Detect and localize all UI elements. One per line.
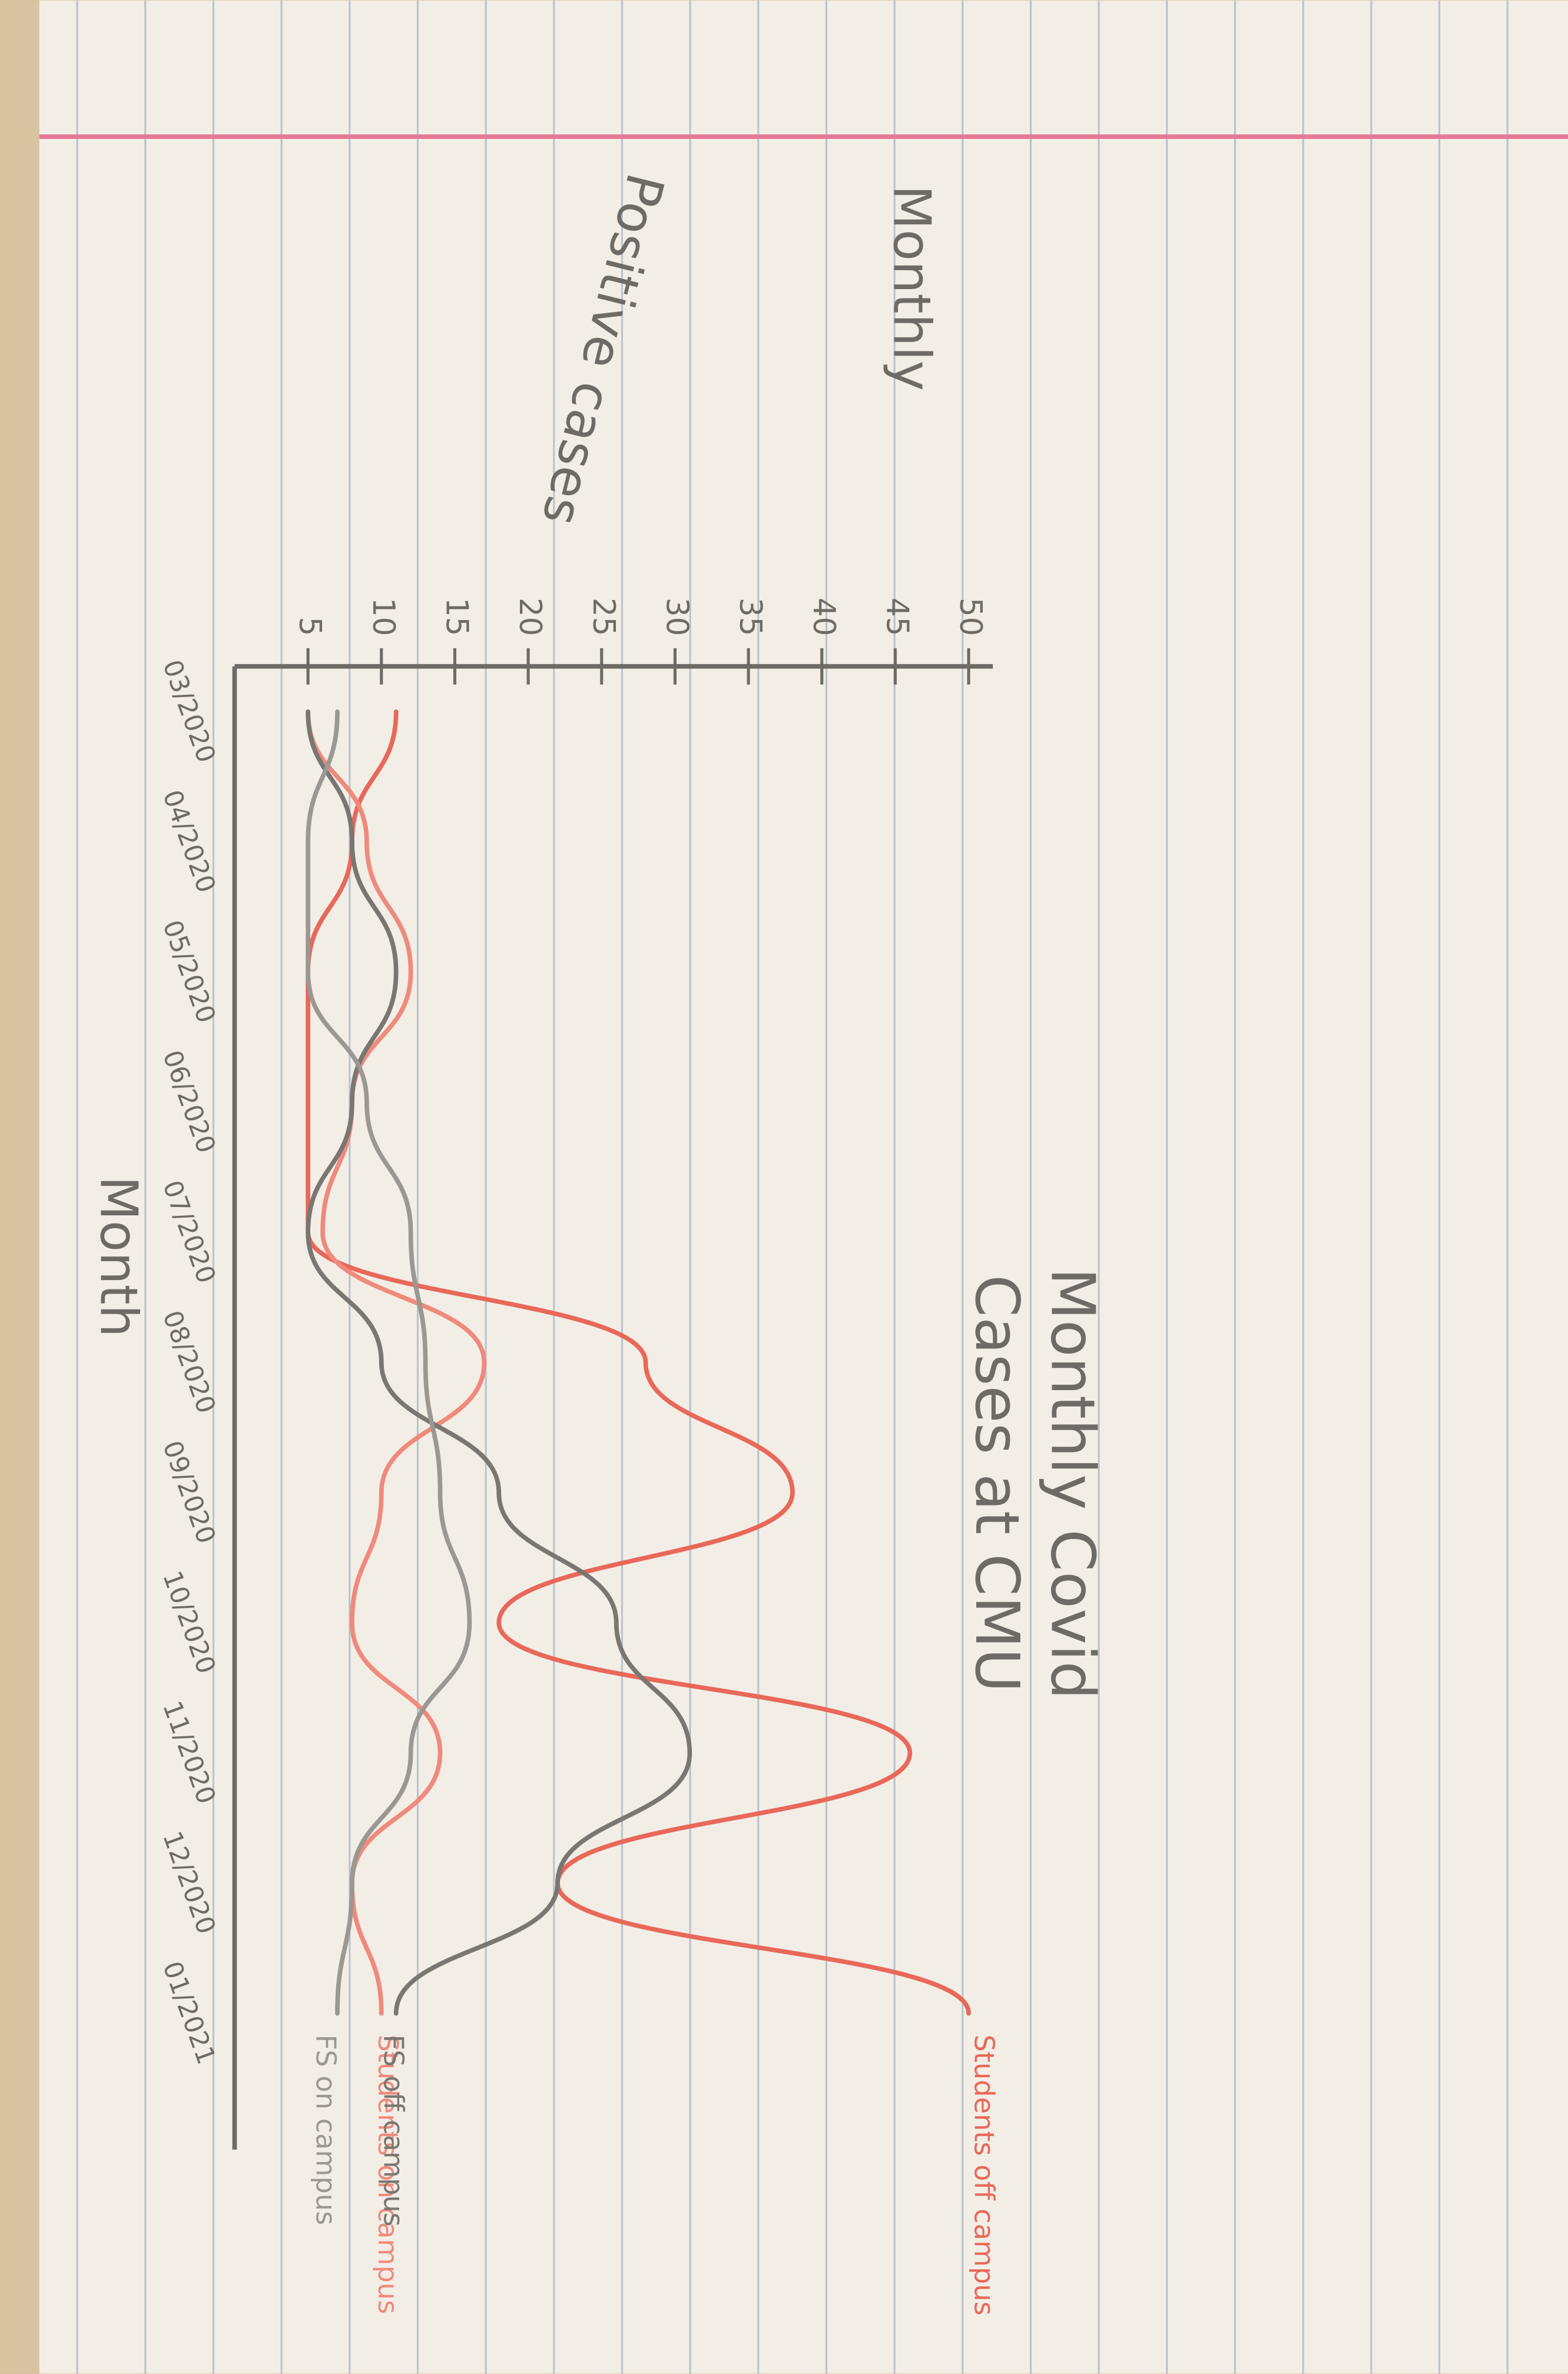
y-tick-label: 30 xyxy=(659,598,694,636)
chart-title: Cases at CMU xyxy=(962,1275,1032,1693)
paper xyxy=(39,0,1568,2374)
x-axis-label: Month xyxy=(88,1176,148,1337)
y-tick-label: 35 xyxy=(732,598,768,636)
series-line xyxy=(306,709,472,2016)
y-axis-label: Monthly xyxy=(881,185,942,391)
legend-label: FS on campus xyxy=(310,2034,342,2225)
y-tick-label: 45 xyxy=(879,598,914,636)
y-tick-label: 20 xyxy=(512,598,548,636)
legend-label: Students on campus xyxy=(372,2034,404,2314)
y-tick-label: 10 xyxy=(366,598,401,636)
y-tick-label: 50 xyxy=(953,598,988,636)
chart-title: Monthly Covid xyxy=(1037,1268,1107,1700)
ruled-lines xyxy=(76,0,1509,2374)
legend-label: Students off campus xyxy=(969,2034,1000,2315)
y-tick-label: 15 xyxy=(439,598,474,636)
y-tick-label: 40 xyxy=(806,598,841,636)
legend-label: FS off campus xyxy=(377,2034,409,2226)
y-tick-label: 5 xyxy=(292,617,327,636)
y-tick-label: 25 xyxy=(586,598,621,636)
series-line xyxy=(306,709,692,2016)
series-line xyxy=(306,709,487,2016)
chart-frame: Monthly Covid Cases at CMU Monthly Posit… xyxy=(39,0,1568,2374)
